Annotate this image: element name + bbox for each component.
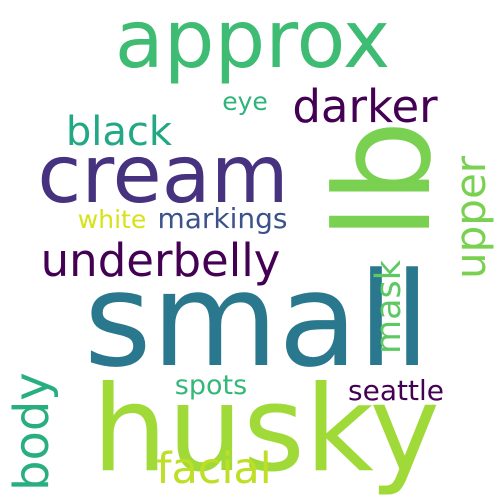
word-facial: facial [156,444,272,494]
word-upper: upper [446,155,495,280]
word-spots: spots [174,370,248,401]
word-lb: lb [307,120,461,240]
word-markings: markings [157,202,288,235]
word-approx: approx [114,0,391,86]
word-cream: cream [37,128,289,221]
word-eye: eye [222,87,268,116]
word-white: white [77,205,147,234]
word-body: body [4,372,60,492]
word-underbelly: underbelly [40,234,281,287]
word-seattle: seattle [348,374,444,407]
word-husky: husky [92,360,440,499]
word-small: small [83,244,431,396]
word-darker: darker [292,80,438,133]
word-black: black [65,109,173,155]
word-mask: mask [369,259,409,354]
